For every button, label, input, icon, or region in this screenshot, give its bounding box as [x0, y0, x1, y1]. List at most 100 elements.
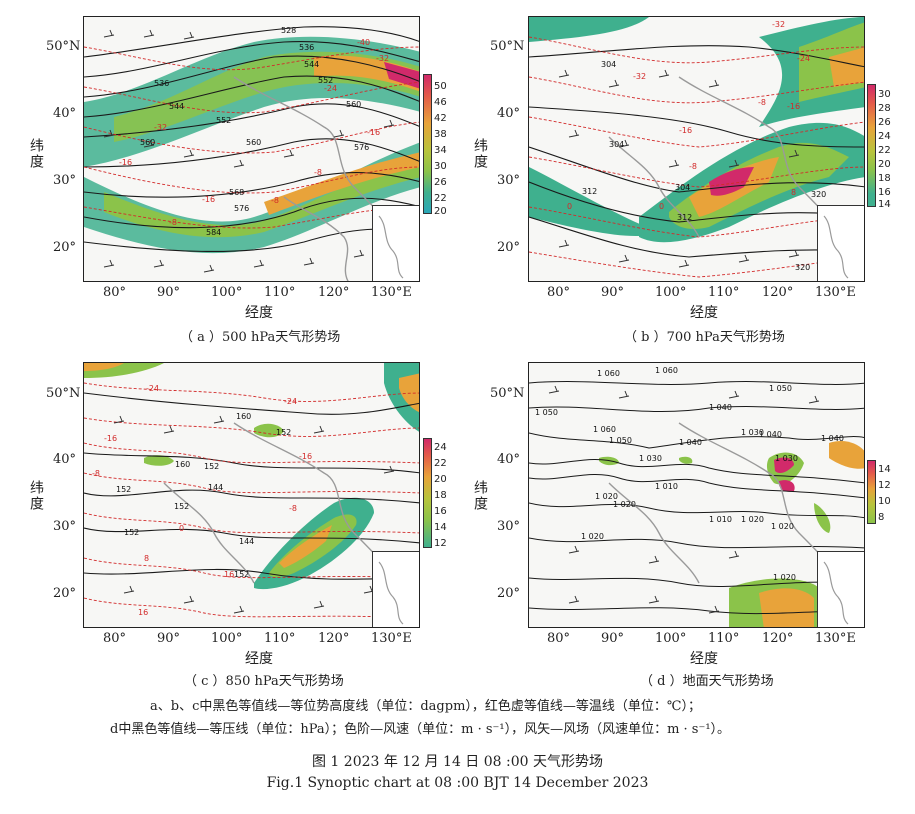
panel-a-xtick-130: 130°E — [371, 285, 412, 300]
panel-c-cb-tick: 12 — [434, 538, 447, 549]
panel-a-ylabel: 纬度 — [28, 138, 44, 170]
panel-c-caption: （ c ）850 hPa天气形势场 — [184, 674, 344, 689]
panel-c-map: 160 152 160 152 144 152 152 144 152 152 … — [83, 362, 420, 628]
panel-a-clabel-10: 568 — [229, 188, 244, 197]
panel-b-xtick-110: 110° — [708, 285, 740, 300]
panel-c-tlabel-3: -16 — [299, 452, 312, 461]
panel-a-tlabel-4: -16 — [119, 158, 132, 167]
panel-d-spot-se — [814, 503, 831, 533]
panel-d-clabel-17: 1 020 — [741, 515, 764, 524]
panel-a-ytick-40: 40° — [53, 106, 77, 121]
panel-b-tlabel-6: -8 — [689, 162, 697, 171]
panel-d-clabel-1: 1 060 — [655, 366, 678, 375]
panel-b-tlabel-4: -16 — [787, 102, 800, 111]
panel-a-clabel-0: 528 — [281, 26, 296, 35]
panel-a-clabel-6: 552 — [216, 116, 231, 125]
panel-d-south-china-sea-inset — [817, 551, 864, 627]
panel-b-cb-tick: 14 — [878, 199, 891, 210]
panel-c-tlabel-2: -16 — [104, 434, 117, 443]
panel-c-xtick-110: 110° — [264, 631, 296, 646]
panel-a-clabel-9: 560 — [246, 138, 261, 147]
panel-a-caption: （ a ）500 hPa天气形势场 — [180, 330, 341, 345]
panel-d-spot-east2 — [779, 480, 795, 492]
panel-b-tlabel-9: 8 — [791, 188, 796, 197]
panel-a-cb-tick: 26 — [434, 177, 447, 188]
panel-c-clabel-6: 152 — [174, 502, 189, 511]
panel-a-clabel-7: 560 — [346, 100, 361, 109]
panel-d-xtick-80: 80° — [547, 631, 571, 646]
panel-c-ytick-30: 30° — [53, 519, 77, 534]
panel-c-tlabel-0: -24 — [146, 384, 159, 393]
panel-c-clabel-0: 160 — [236, 412, 251, 421]
panel-c-tlabel-5: -8 — [289, 504, 297, 513]
panel-b-ytick-40: 40° — [497, 106, 521, 121]
panel-c-spot2 — [144, 455, 174, 466]
panel-a-jet-south-core — [104, 157, 419, 238]
panel-a-xlabel: 经度 — [245, 305, 273, 321]
panel-d-clabel-18: 1 020 — [771, 522, 794, 531]
panel-a-clabel-8: 560 — [140, 138, 155, 147]
panel-d-clabel-3: 1 060 — [593, 425, 616, 434]
panel-c-colorbar — [423, 438, 432, 548]
panel-d-cb-tick: 8 — [878, 512, 885, 523]
panel-d-xlabel: 经度 — [690, 651, 718, 667]
panel-b-map-svg: 304 304 312 304 312 320 320 -32 -24 -32 … — [529, 17, 864, 278]
figure-title-cn: 图 1 2023 年 12 月 14 日 08 :00 天气形势场 — [311, 754, 603, 770]
panel-c-clabel-7: 144 — [239, 537, 254, 546]
panel-a-south-china-sea-inset — [372, 205, 419, 281]
panel-a-cb-tick: 42 — [434, 113, 447, 124]
panel-b-cb-tick: 22 — [878, 145, 891, 156]
panel-a-tlabel-3: -32 — [154, 123, 167, 132]
panel-d-south-band-max — [759, 588, 814, 627]
panel-c-clabel-3: 152 — [204, 462, 219, 471]
panel-d-clabel-2: 1 050 — [769, 384, 792, 393]
panel-a-ytick-20: 20° — [53, 240, 77, 255]
panel-c-xlabel: 经度 — [245, 651, 273, 667]
panel-a-clabel-2: 544 — [304, 60, 319, 69]
panel-b-xtick-100: 100° — [655, 285, 687, 300]
panel-b-ytick-20: 20° — [497, 240, 521, 255]
panel-c-clabel-1: 152 — [276, 428, 291, 437]
panel-b-cb-tick: 30 — [878, 89, 891, 100]
panel-a-cb-tick: 30 — [434, 161, 447, 172]
panel-a-cb-tick: 38 — [434, 129, 447, 140]
panel-b-xtick-90: 90° — [601, 285, 625, 300]
panel-a-clabel-5: 544 — [169, 102, 184, 111]
panel-d-ytick-50: 50°N — [490, 386, 525, 401]
panel-a-cb-tick: 34 — [434, 145, 447, 156]
panel-c-jet-center-max — [279, 525, 332, 568]
panel-d-ylabel: 纬度 — [472, 480, 488, 512]
panel-a-tlabel-1: -32 — [376, 54, 389, 63]
panel-b-clabel-6: 320 — [795, 263, 810, 272]
panel-d-spot-ne — [829, 441, 864, 469]
panel-b-jet-ne-max — [829, 47, 864, 87]
panel-c-clabel-4: 144 — [208, 483, 223, 492]
panel-c-tlabel-6: 0 — [179, 524, 184, 533]
panel-c-clabel-2: 160 — [175, 460, 190, 469]
panel-c-cb-tick: 14 — [434, 522, 447, 533]
panel-a-map: 528 536 544 552 536 544 552 560 560 560 … — [83, 16, 420, 282]
panel-a-tlabel-2: -24 — [324, 84, 337, 93]
panel-a-clabel-4: 536 — [154, 79, 169, 88]
panel-d-clabel-0: 1 060 — [597, 369, 620, 378]
panel-d-ytick-20: 20° — [497, 586, 521, 601]
panel-a-colorbar — [423, 74, 432, 214]
panel-d-clabel-9: 1 040 — [759, 430, 782, 439]
panel-c-cb-tick: 18 — [434, 490, 447, 501]
panel-c-xtick-90: 90° — [157, 631, 181, 646]
panel-c-clabel-8: 152 — [124, 528, 139, 537]
panel-c-xtick-130: 130°E — [371, 631, 412, 646]
panel-b-tlabel-1: -24 — [797, 54, 810, 63]
panel-a-jet-south — [84, 142, 419, 254]
panel-d-clabel-7: 1 050 — [609, 436, 632, 445]
panel-a-clabel-1: 536 — [299, 43, 314, 52]
panel-a-tlabel-6: -8 — [314, 168, 322, 177]
panel-b-cb-tick: 20 — [878, 159, 891, 170]
panel-d-colorbar — [867, 460, 876, 524]
panel-a-xtick-120: 120° — [318, 285, 350, 300]
panel-c-tlabel-7: 8 — [144, 554, 149, 563]
panel-a-cb-tick: 50 — [434, 81, 447, 92]
panel-a-tlabel-9: -8 — [169, 218, 177, 227]
panel-a-xtick-80: 80° — [103, 285, 127, 300]
panel-b-tlabel-2: -32 — [633, 72, 646, 81]
